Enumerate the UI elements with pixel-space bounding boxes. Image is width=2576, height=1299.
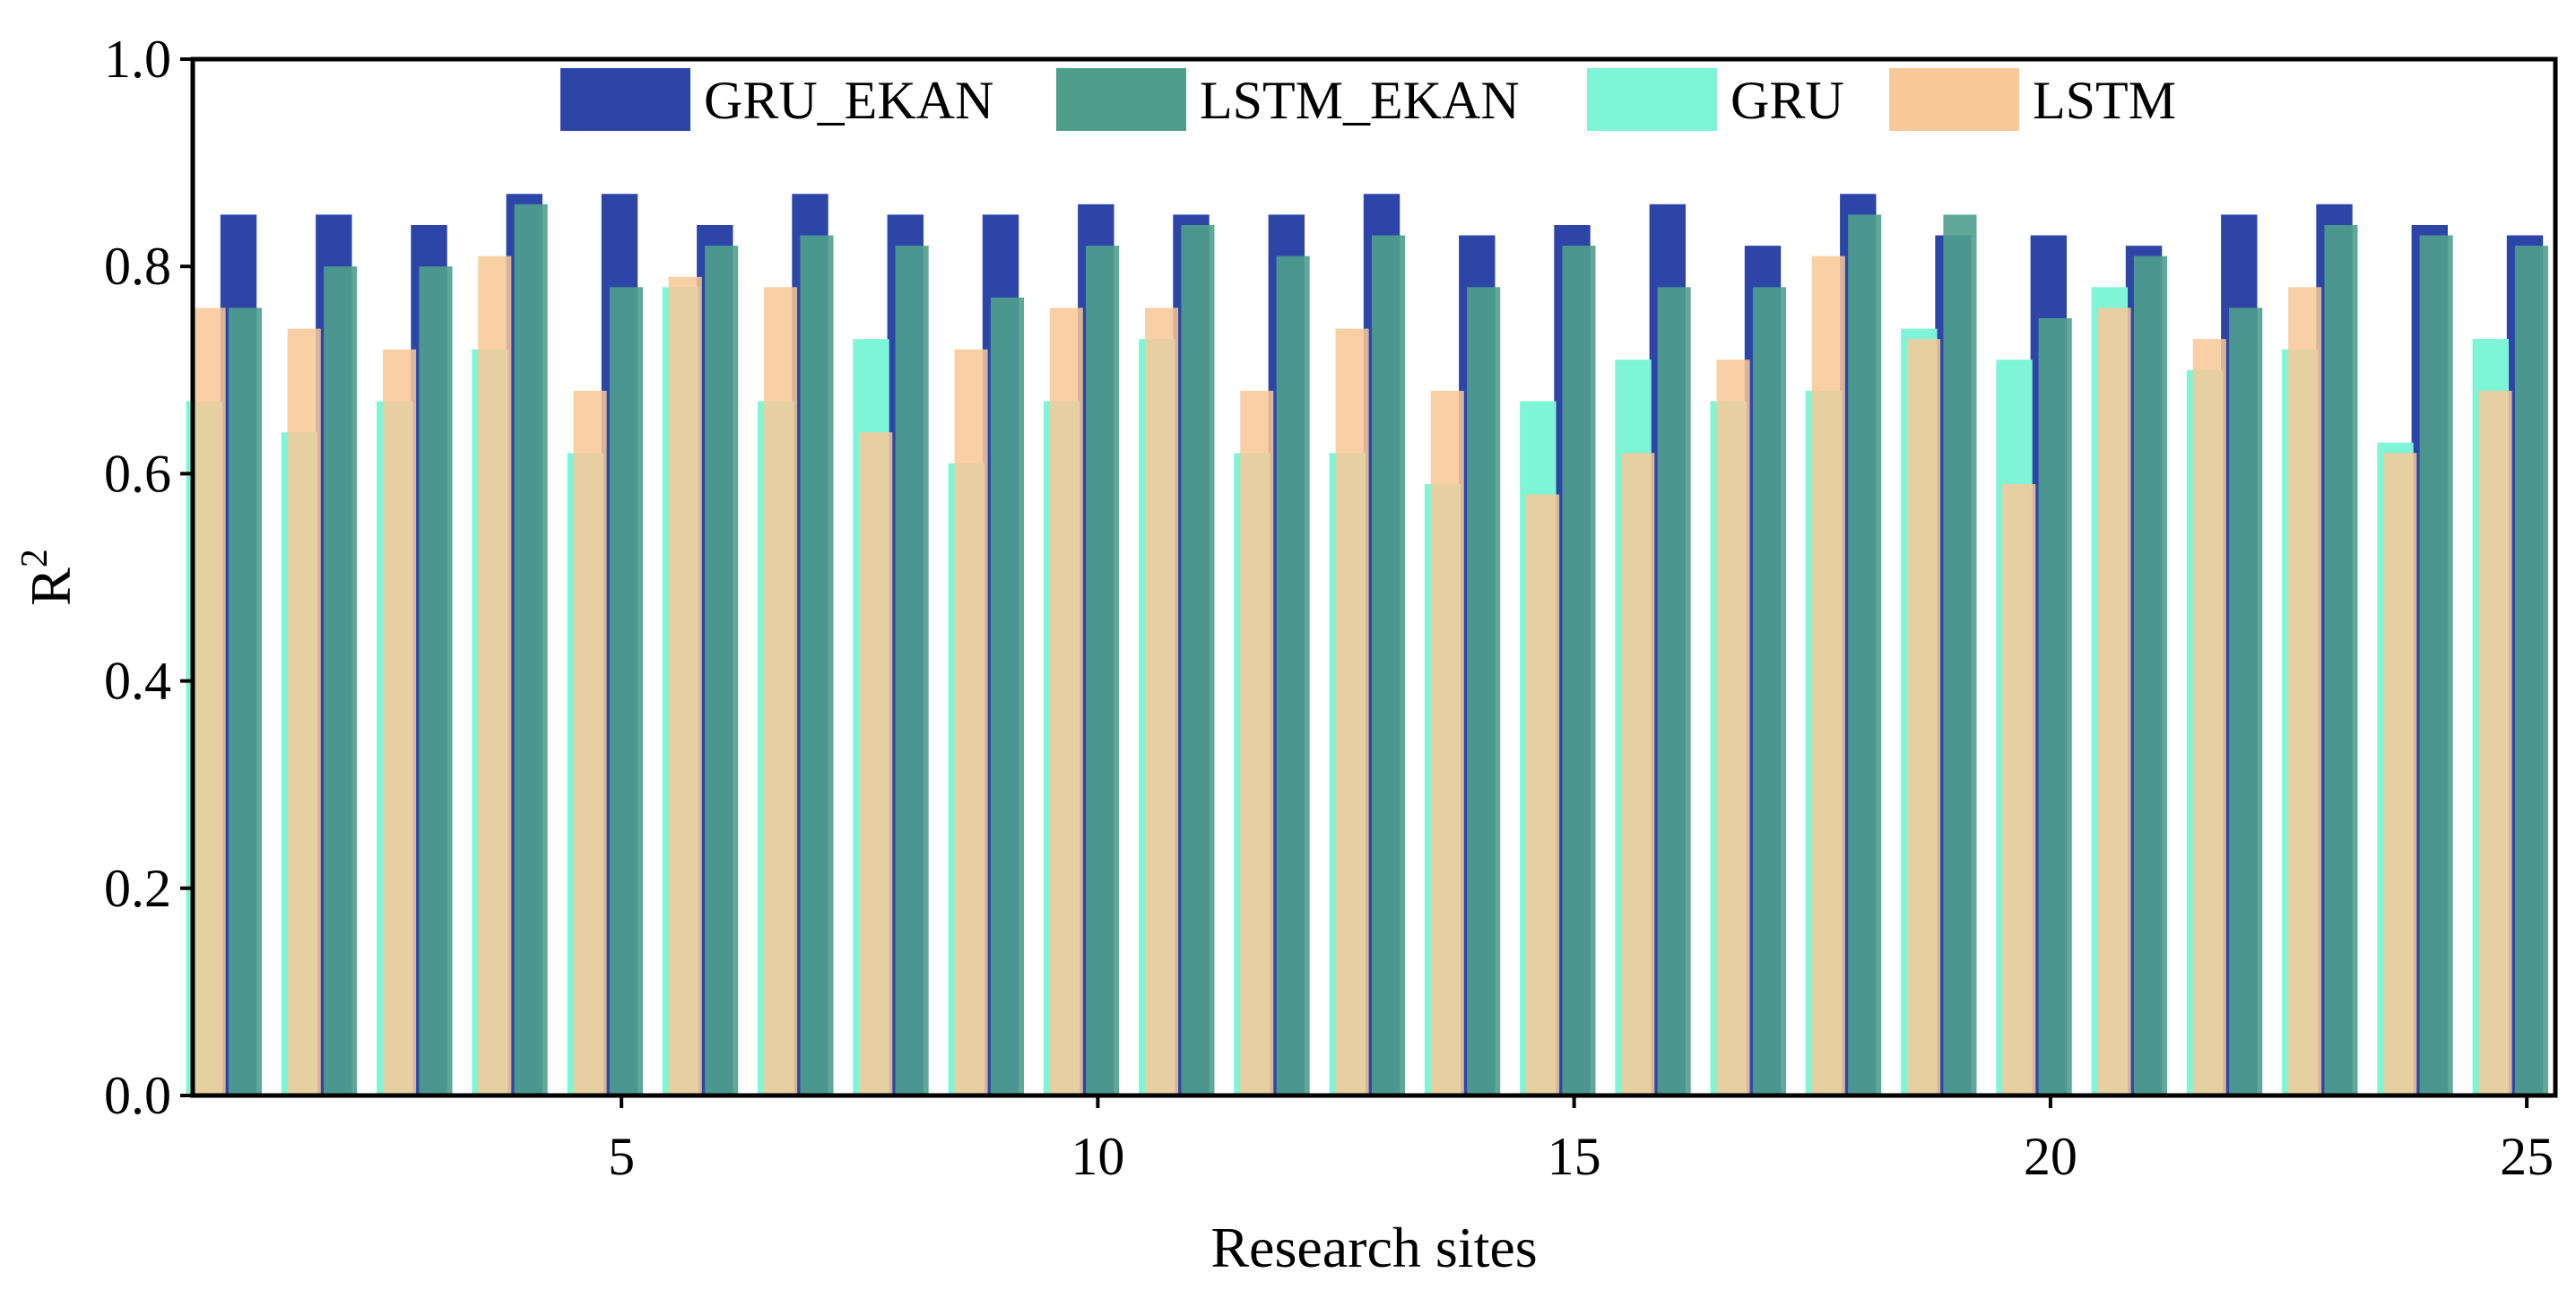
bar-lstm-site-10 [1049, 307, 1083, 1095]
bar-lstm-ekan-site-17 [1752, 287, 1786, 1095]
bar-lstm-site-3 [383, 349, 417, 1095]
bar-lstm-ekan-site-5 [609, 287, 643, 1095]
bar-lstm-ekan-site-25 [2514, 246, 2548, 1096]
x-tick-label: 10 [1071, 1127, 1124, 1186]
bar-lstm-site-16 [1621, 453, 1655, 1095]
bar-lstm-site-15 [1526, 494, 1560, 1095]
legend-item-gru: GRU [1587, 68, 1844, 131]
legend-swatch [1056, 68, 1186, 131]
bar-lstm-site-5 [573, 390, 607, 1095]
bar-lstm-site-11 [1145, 307, 1179, 1095]
bar-lstm-site-23 [2288, 287, 2322, 1095]
legend-swatch [560, 68, 690, 131]
bar-lstm-ekan-site-2 [324, 266, 358, 1095]
x-axis-title: Research sites [1210, 1216, 1537, 1279]
y-axis-title-superscript: 2 [14, 549, 56, 567]
bar-lstm-ekan-site-7 [800, 235, 834, 1095]
bar-lstm-site-12 [1240, 390, 1274, 1095]
x-tick-label: 5 [608, 1127, 635, 1186]
legend-label: GRU [1730, 71, 1844, 130]
bar-lstm-site-7 [764, 287, 798, 1095]
y-tick-label: 1.0 [104, 30, 171, 89]
legend: GRU_EKAN LSTM_EKAN GRU LSTM [560, 68, 2176, 131]
bar-lstm-site-8 [859, 432, 893, 1095]
bar-lstm-site-14 [1430, 390, 1464, 1095]
bar-lstm-ekan-site-13 [1371, 235, 1405, 1095]
plot-area-frame [190, 56, 2558, 1098]
bar-lstm-site-18 [1811, 255, 1845, 1096]
bar-lstm-site-1 [192, 307, 226, 1095]
bar-lstm-site-2 [287, 328, 321, 1096]
bar-lstm-ekan-site-8 [895, 246, 929, 1096]
bar-lstm-ekan-site-4 [514, 204, 548, 1096]
y-tick-label: 0.6 [104, 444, 171, 503]
ticks-layer: 0.0 0.2 0.4 0.6 0.8 1.0 5 10 15 20 25 [104, 30, 2554, 1186]
bar-lstm-ekan-site-12 [1276, 255, 1310, 1096]
bar-lstm-site-17 [1716, 359, 1750, 1095]
bar-lstm-ekan-site-16 [1657, 287, 1691, 1095]
y-tick-label: 0.2 [104, 859, 171, 918]
bar-lstm-ekan-site-11 [1181, 225, 1215, 1095]
bar-lstm-ekan-site-18 [1848, 214, 1882, 1095]
bar-lstm-ekan-site-21 [2133, 255, 2167, 1096]
bar-lstm-site-6 [668, 276, 702, 1095]
legend-item-lstm-ekan: LSTM_EKAN [1056, 68, 1520, 131]
series-lstm [192, 255, 2512, 1096]
bar-lstm-ekan-site-15 [1562, 246, 1596, 1096]
bar-lstm-ekan-site-6 [705, 246, 739, 1096]
legend-swatch [1587, 68, 1717, 131]
series-lstm-ekan [228, 204, 2548, 1096]
y-tick-label: 0.0 [104, 1066, 171, 1125]
bar-lstm-ekan-site-1 [228, 307, 262, 1095]
y-axis-title-main: R [19, 567, 82, 606]
bar-lstm-ekan-site-14 [1467, 287, 1501, 1095]
bar-lstm-ekan-site-24 [2419, 235, 2453, 1095]
bar-lstm-site-9 [954, 349, 988, 1095]
bar-lstm-ekan-site-19 [1943, 214, 1977, 1095]
legend-item-gru-ekan: GRU_EKAN [560, 68, 993, 131]
legend-label: LSTM [2033, 71, 2176, 130]
legend-item-lstm: LSTM [1889, 68, 2176, 131]
bar-lstm-site-19 [1907, 339, 1941, 1096]
bar-lstm-ekan-site-23 [2324, 225, 2358, 1095]
bar-lstm-ekan-site-10 [1086, 246, 1120, 1096]
bar-lstm-ekan-site-9 [990, 297, 1024, 1095]
bar-lstm-site-22 [2192, 339, 2226, 1096]
y-axis-title: R2 [14, 549, 82, 606]
bar-lstm-site-21 [2097, 307, 2131, 1095]
x-tick-label: 15 [1548, 1127, 1601, 1186]
legend-label: LSTM_EKAN [1200, 71, 1520, 130]
bar-lstm-site-20 [2002, 484, 2036, 1095]
y-tick-label: 0.8 [104, 237, 171, 296]
bars-layer [186, 194, 2548, 1096]
legend-swatch [1889, 68, 2019, 131]
legend-label: GRU_EKAN [704, 71, 993, 130]
y-tick-label: 0.4 [104, 652, 171, 711]
bar-lstm-ekan-site-22 [2229, 307, 2263, 1095]
bar-lstm-site-24 [2383, 453, 2417, 1095]
bar-lstm-site-13 [1335, 328, 1369, 1096]
bar-lstm-site-4 [478, 255, 512, 1096]
x-tick-label: 20 [2024, 1127, 2077, 1186]
bar-lstm-ekan-site-3 [419, 266, 453, 1095]
x-tick-label: 25 [2500, 1127, 2554, 1186]
bar-lstm-ekan-site-20 [2038, 318, 2072, 1095]
bar-lstm-site-25 [2478, 390, 2512, 1095]
